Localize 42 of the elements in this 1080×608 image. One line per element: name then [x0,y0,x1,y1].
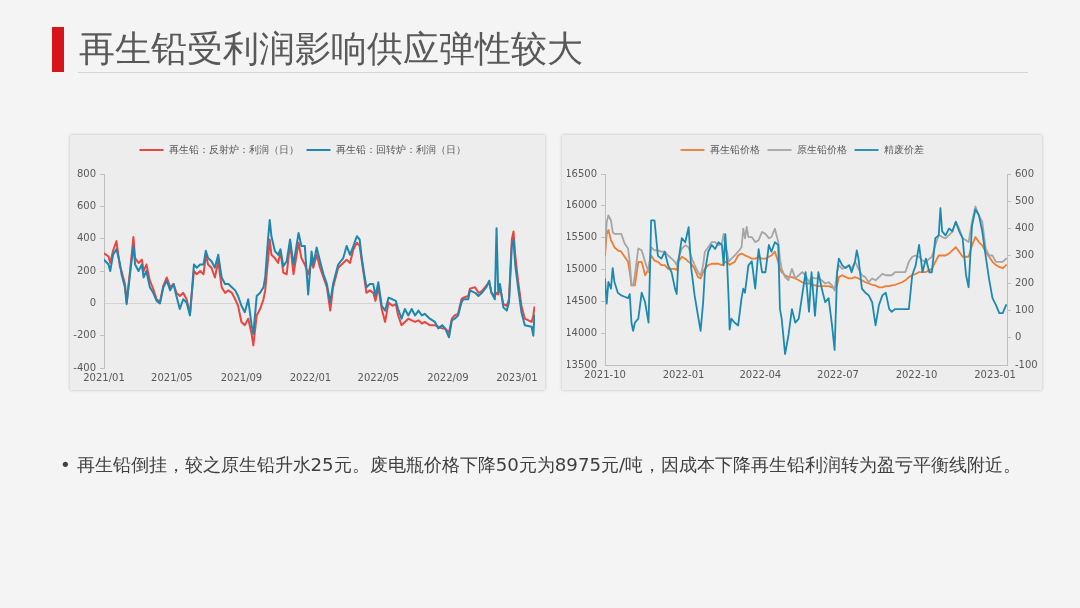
y-tick-label: 15000 [565,263,597,275]
legend-label: 再生铅价格 [709,143,760,155]
x-tick-label: 2022-10 [895,368,938,380]
x-tick-label: 2022-04 [739,368,782,380]
legend-label: 再生铅：回转炉：利润（日） [335,143,466,155]
x-tick-label: 2021/05 [151,371,193,383]
y-tick-label: 600 [76,199,96,211]
y-tick-label: 400 [76,232,96,244]
y-tick-label: 15500 [565,231,597,243]
y2-tick-label: 300 [1015,249,1035,261]
text: • 再生铅倒挂，较之原生铅升水25元。废电瓶价格下降50元为8975元/吨，因成本下降再生铅利润转为盈亏平衡线附近。 [60,453,1023,477]
x-tick-label: 2022-01 [662,368,705,380]
y2-tick-label: 400 [1015,222,1035,234]
x-tick-label: 2022/05 [357,371,400,383]
x-tick-label: 2023-01 [974,368,1016,380]
y-tick-label: 16000 [565,199,597,211]
x-tick-label: 2021/01 [83,371,125,383]
y-tick-label: 14500 [565,294,597,306]
x-tick-label: 2022/01 [289,371,332,383]
x-tick-label: 2022-07 [817,368,859,380]
legend-label: 再生铅：反射炉：利润（日） [168,143,299,155]
x-tick-label: 2022/09 [427,371,469,383]
legend-label: 原生铅价格 [796,143,847,155]
y2-tick-label: 100 [1015,304,1035,316]
x-tick-label: 2021/09 [220,371,263,383]
y-tick-label: -400 [73,361,96,373]
text: 再生铅受利润影响供应弹性较大 [79,27,583,71]
y2-tick-label: -100 [1015,358,1038,370]
y-tick-label: 13500 [565,358,597,370]
y2-tick-label: 500 [1015,194,1035,206]
y2-tick-label: 200 [1015,276,1035,288]
y-tick-label: -200 [73,329,96,341]
x-tick-label: 2023/01 [496,371,538,383]
y-tick-label: 16500 [565,167,597,179]
legend-label: 精废价差 [883,143,924,155]
y-tick-label: 14000 [565,326,597,338]
y-tick-label: 800 [76,167,96,179]
y2-tick-label: 0 [1015,331,1022,343]
y2-tick-label: 600 [1015,167,1035,179]
x-tick-label: 2021-10 [584,368,626,380]
y-tick-label: 200 [76,264,96,276]
y-tick-label: 0 [89,296,96,308]
